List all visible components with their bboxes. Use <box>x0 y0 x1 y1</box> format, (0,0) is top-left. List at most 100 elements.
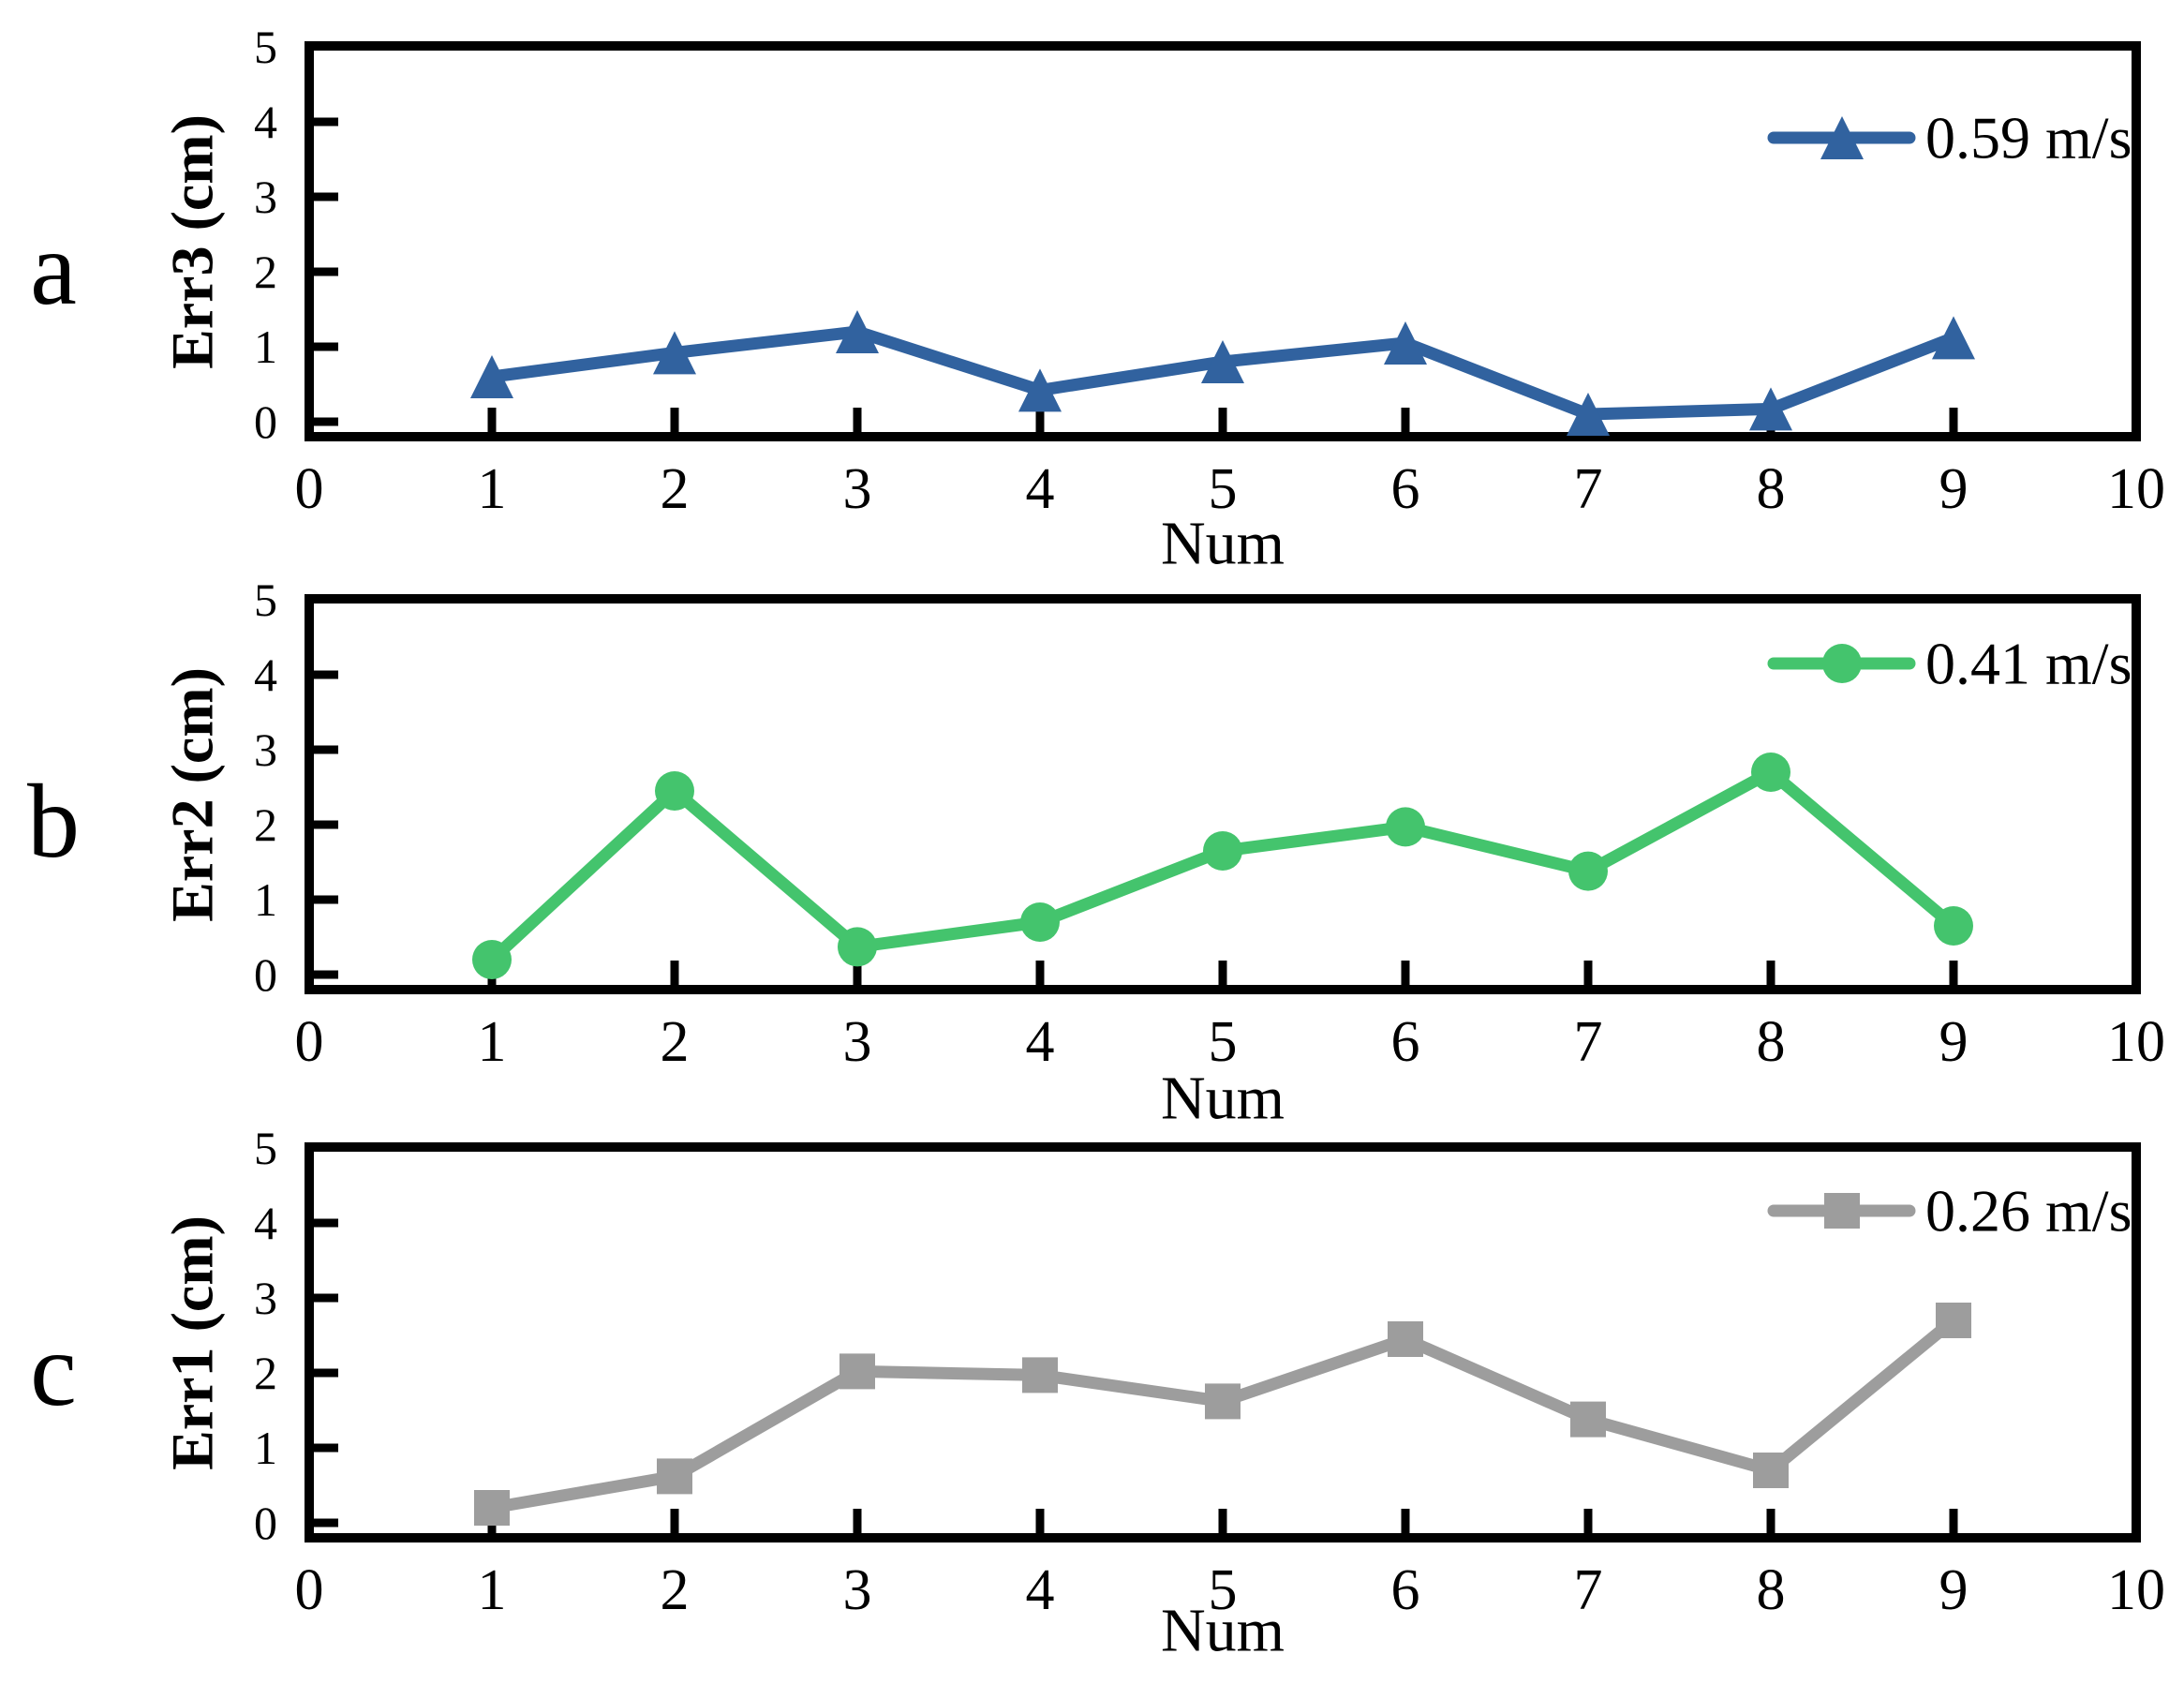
panel-b: 0 1 2 3 4 5 0 1 2 3 4 5 6 7 8 9 10 0.41 m/s Num Err2 (cm) b <box>27 574 2165 1133</box>
x-ticks: 0 1 2 3 4 5 6 7 8 9 10 <box>295 1509 2165 1622</box>
x-tick-label: 5 <box>1209 457 1238 521</box>
data-point-marker <box>1932 316 1975 360</box>
data-point-marker <box>1018 368 1062 412</box>
x-tick-label: 8 <box>1757 1558 1786 1622</box>
panel-label: c <box>30 1312 77 1428</box>
x-axis-label: Num <box>1161 1597 1285 1665</box>
x-tick-label: 2 <box>661 457 690 521</box>
data-point-marker <box>1022 1357 1058 1393</box>
y-tick-label: 0 <box>254 948 277 1001</box>
x-tick-label: 9 <box>1939 457 1969 521</box>
y-ticks: 0 1 2 3 4 5 <box>254 21 338 448</box>
y-tick-label: 1 <box>254 873 277 926</box>
x-tick-label: 3 <box>843 457 872 521</box>
x-tick-label: 2 <box>661 1558 690 1622</box>
y-tick-label: 4 <box>254 648 277 701</box>
x-tick-label: 10 <box>2107 1010 2165 1074</box>
data-point-marker <box>836 310 879 353</box>
data-point-marker <box>1934 906 1973 946</box>
x-tick-label: 5 <box>1209 1558 1238 1622</box>
y-tick-label: 5 <box>254 21 277 73</box>
x-ticks: 0 1 2 3 4 5 6 7 8 9 10 <box>295 961 2165 1074</box>
y-axis-label: Err3 (cm) <box>159 114 226 369</box>
y-tick-label: 4 <box>254 1197 277 1249</box>
data-point-marker <box>1386 807 1425 847</box>
y-tick-label: 2 <box>254 798 277 851</box>
x-tick-label: 10 <box>2107 1558 2165 1622</box>
y-ticks: 0 1 2 3 4 5 <box>254 574 338 1001</box>
panel-label: a <box>30 211 77 327</box>
y-tick-label: 5 <box>254 574 277 626</box>
x-tick-label: 5 <box>1209 1010 1238 1074</box>
x-tick-label: 4 <box>1026 457 1055 521</box>
plot-border <box>305 594 2141 994</box>
data-point-marker <box>1205 1383 1241 1420</box>
data-point-marker <box>1570 1401 1606 1438</box>
y-tick-label: 0 <box>254 395 277 448</box>
x-tick-label: 7 <box>1574 1010 1603 1074</box>
data-point-marker <box>472 940 512 979</box>
x-tick-label: 0 <box>295 1010 324 1074</box>
data-point-marker <box>474 1490 510 1526</box>
data-points <box>470 310 1975 436</box>
x-tick-label: 3 <box>843 1010 872 1074</box>
data-point-marker <box>1567 393 1610 436</box>
legend-label: 0.26 m/s <box>1925 1178 2132 1244</box>
x-tick-label: 4 <box>1026 1558 1055 1622</box>
x-tick-label: 1 <box>478 457 507 521</box>
data-point-marker <box>1384 321 1427 365</box>
x-tick-label: 8 <box>1757 1010 1786 1074</box>
plot-border <box>305 1142 2141 1542</box>
data-point-marker <box>657 1458 692 1495</box>
x-tick-label: 1 <box>478 1558 507 1622</box>
data-point-marker <box>1388 1321 1423 1357</box>
x-tick-label: 6 <box>1391 457 1420 521</box>
x-tick-label: 2 <box>661 1010 690 1074</box>
x-tick-label: 7 <box>1574 1558 1603 1622</box>
legend-label: 0.41 m/s <box>1925 631 2132 697</box>
legend: 0.41 m/s <box>1767 631 2132 697</box>
y-tick-label: 1 <box>254 1422 277 1474</box>
y-tick-label: 0 <box>254 1497 277 1549</box>
x-tick-label: 6 <box>1391 1558 1420 1622</box>
x-tick-label: 8 <box>1757 457 1786 521</box>
plot-border <box>305 41 2141 441</box>
panel-c: 0 1 2 3 4 5 0 1 2 3 4 5 6 7 8 9 10 0.26 m/s Num Err1 (cm) c <box>30 1122 2165 1665</box>
y-tick-label: 3 <box>254 1272 277 1324</box>
y-tick-label: 2 <box>254 246 277 298</box>
data-point-marker <box>1203 831 1242 871</box>
y-axis-label: Err1 (cm) <box>159 1215 226 1470</box>
x-tick-label: 0 <box>295 1558 324 1622</box>
data-point-marker <box>1936 1303 1971 1338</box>
x-ticks: 0 1 2 3 4 5 6 7 8 9 10 <box>295 408 2165 521</box>
legend: 0.26 m/s <box>1767 1178 2132 1244</box>
data-point-marker <box>653 331 696 375</box>
y-tick-label: 3 <box>254 723 277 776</box>
x-tick-label: 0 <box>295 457 324 521</box>
data-points <box>472 753 1973 979</box>
y-tick-label: 5 <box>254 1122 277 1174</box>
legend-label: 0.59 m/s <box>1925 105 2132 171</box>
x-tick-label: 9 <box>1939 1558 1969 1622</box>
y-tick-label: 1 <box>254 320 277 373</box>
panel-label: b <box>27 764 80 880</box>
data-point-marker <box>1751 753 1790 792</box>
data-point-marker <box>1201 340 1244 383</box>
y-axis-label: Err2 (cm) <box>159 667 226 922</box>
data-points <box>474 1303 1971 1526</box>
x-axis-label: Num <box>1161 510 1285 578</box>
y-tick-label: 3 <box>254 171 277 223</box>
legend: 0.59 m/s <box>1767 105 2132 171</box>
data-point-marker <box>839 1353 875 1390</box>
y-ticks: 0 1 2 3 4 5 <box>254 1122 338 1549</box>
x-tick-label: 9 <box>1939 1010 1969 1074</box>
y-tick-label: 2 <box>254 1347 277 1399</box>
data-point-marker <box>1753 1453 1789 1488</box>
x-tick-label: 10 <box>2107 457 2165 521</box>
data-point-marker <box>470 355 513 398</box>
y-tick-label: 4 <box>254 96 277 148</box>
data-point-marker <box>1568 851 1608 891</box>
panel-a: 0 1 2 3 4 5 0 1 2 3 4 5 6 7 8 9 10 0.59 m/s Num Err3 (cm) a <box>30 21 2165 578</box>
x-tick-label: 7 <box>1574 457 1603 521</box>
